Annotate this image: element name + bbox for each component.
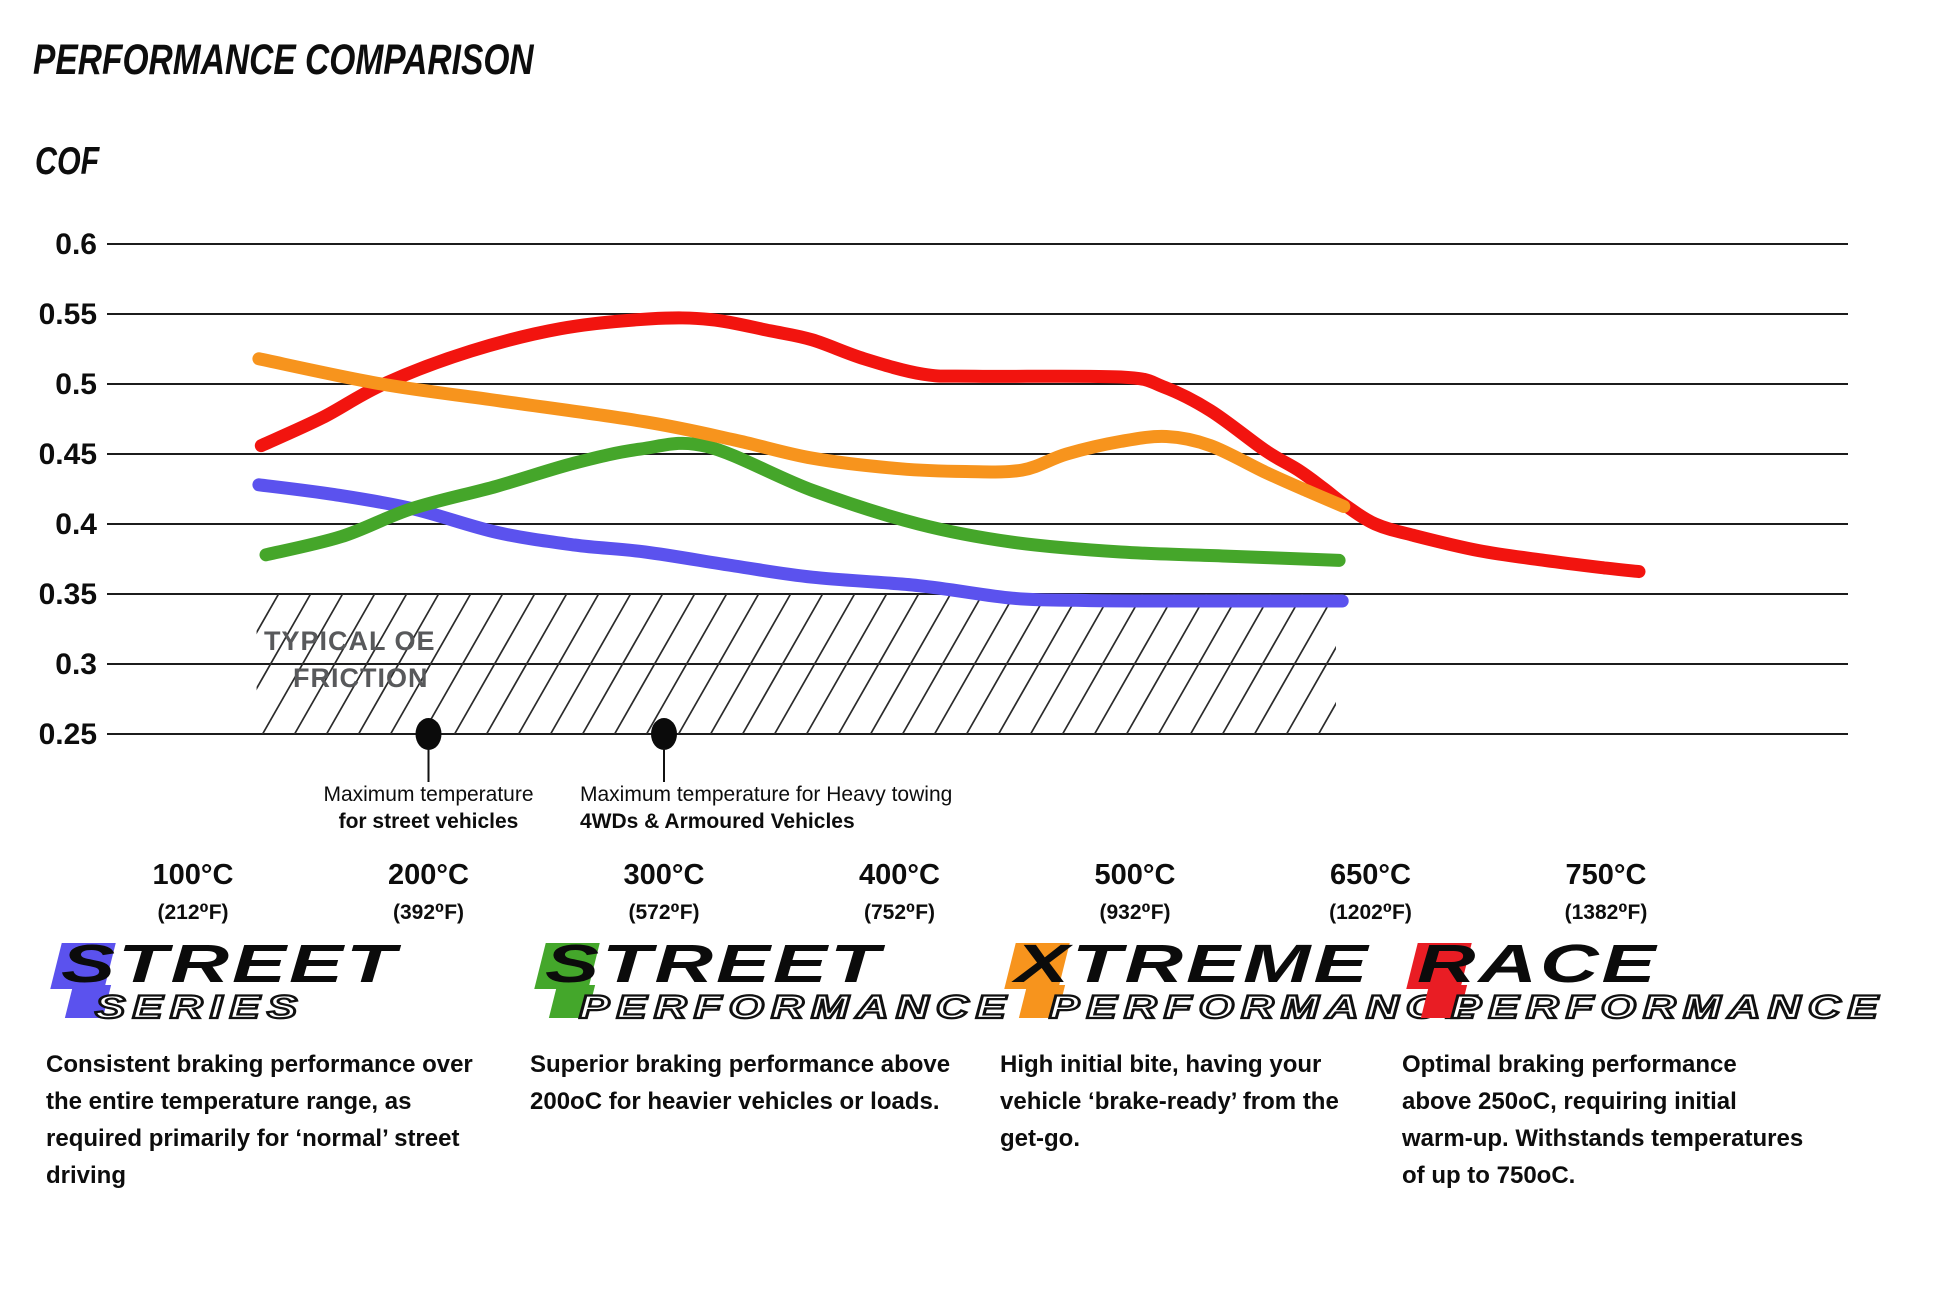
y-tick-label: 0.3 [55, 648, 97, 681]
legend-item-street-performance: STREET PERFORMANCE Superior braking perf… [530, 934, 1014, 1115]
x-tick-label: 300°C [624, 859, 705, 891]
annotation-text: Maximum temperature for Heavy towing [580, 783, 952, 806]
legend-item-xtreme-performance: XTREME PERFORMANCE High initial bite, ha… [1000, 934, 1484, 1152]
logo-word-sub: SERIES [93, 989, 305, 1025]
logo-word-main: RACE [1417, 934, 1659, 994]
legend-item-race-performance: RACE PERFORMANCE Optimal braking perform… [1402, 934, 1886, 1189]
street-series-logo: STREET SERIES [46, 934, 486, 1042]
x-tick-label: 200°C [388, 859, 469, 891]
y-axis-title: COF [35, 140, 100, 183]
x-tick-sublabel: (212⁰F) [157, 901, 228, 924]
race-performance-logo: RACE PERFORMANCE [1402, 934, 1886, 1042]
logo-word-sub: PERFORMANCE [1047, 989, 1484, 1025]
x-tick-label: 400°C [859, 859, 940, 891]
oe-band-label: FRICTION [293, 663, 429, 693]
x-tick-sublabel: (932⁰F) [1099, 901, 1170, 924]
series-line-street-performance [259, 436, 1346, 567]
max-temperature-dot-icon [415, 718, 442, 750]
x-tick-sublabel: (572⁰F) [628, 901, 699, 924]
logo-word-sub: PERFORMANCE [1449, 989, 1886, 1025]
street-performance-logo: STREET PERFORMANCE [530, 934, 1014, 1042]
y-tick-label: 0.4 [55, 508, 97, 541]
legend-description: High initial bite, having your vehicle ‘… [1000, 1051, 1339, 1152]
legend-description: Consistent braking performance over the … [46, 1051, 473, 1189]
logo-word-main: XTREME [1015, 934, 1371, 994]
xtreme-performance-logo: XTREME PERFORMANCE [1000, 934, 1484, 1042]
y-tick-label: 0.35 [39, 578, 97, 611]
logo-word-main: STREET [61, 934, 399, 994]
y-tick-label: 0.45 [39, 438, 97, 471]
series-line-xtreme-performance [252, 352, 1351, 513]
x-tick-label: 750°C [1566, 859, 1647, 891]
typical-oe-friction-band [256, 594, 1336, 734]
page-title: PERFORMANCE COMPARISON [33, 36, 534, 84]
annotation-text: for street vehicles [339, 810, 519, 833]
x-tick-sublabel: (392⁰F) [393, 901, 464, 924]
oe-band-label: TYPICAL OE [264, 626, 436, 656]
y-tick-label: 0.25 [39, 718, 97, 751]
y-tick-label: 0.6 [55, 228, 97, 261]
max-temperature-dot-icon [651, 718, 677, 750]
x-tick-label: 650°C [1330, 859, 1411, 891]
legend-description: Superior braking performance above 200oC… [530, 1051, 951, 1115]
performance-chart: 0.6 0.55 0.5 0.45 0.4 0.35 0.3 0.25 TYPICAL OE FR… [39, 228, 1848, 924]
annotation-text: Maximum temperature [323, 783, 533, 806]
y-tick-label: 0.55 [39, 298, 97, 331]
x-tick-sublabel: (1382⁰F) [1565, 901, 1648, 924]
logo-word-sub: PERFORMANCE [577, 989, 1014, 1025]
x-tick-label: 500°C [1095, 859, 1176, 891]
annotation-text: 4WDs & Armoured Vehicles [580, 810, 855, 833]
x-tick-sublabel: (1202⁰F) [1329, 901, 1412, 924]
logo-word-main: STREET [545, 934, 883, 994]
x-tick-sublabel: (752⁰F) [864, 901, 935, 924]
series-line-race-performance [254, 311, 1646, 579]
y-tick-label: 0.5 [55, 368, 97, 401]
legend-item-street-series: STREET SERIES Consistent braking perform… [46, 934, 486, 1189]
x-tick-label: 100°C [153, 859, 234, 891]
legend-description: Optimal braking performance above 250oC,… [1402, 1051, 1804, 1189]
